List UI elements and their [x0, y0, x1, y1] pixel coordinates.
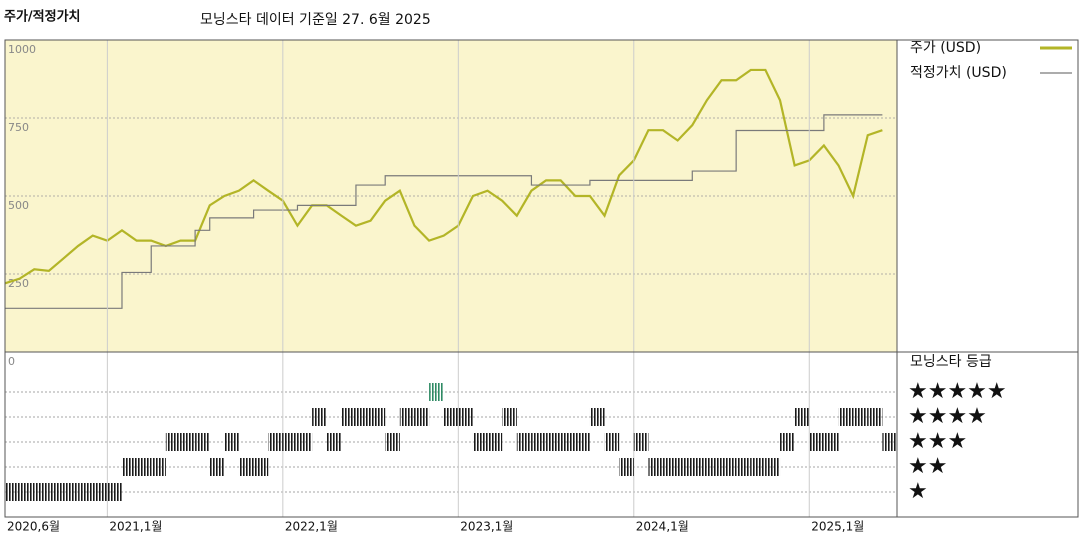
rating-bar	[546, 433, 561, 451]
rating-bar	[355, 408, 371, 426]
y-tick-label: 1000	[8, 43, 36, 56]
rating-bar	[677, 458, 693, 476]
y-tick-label: 500	[8, 199, 29, 212]
rating-bar	[575, 433, 590, 451]
rating-label: ★	[908, 479, 928, 504]
rating-bar	[121, 458, 137, 476]
rating-bar	[487, 433, 503, 451]
rating-bar	[136, 458, 152, 476]
rating-bar	[370, 408, 386, 426]
rating-bar	[838, 408, 854, 426]
frame	[4, 39, 1079, 518]
rating-bar	[882, 433, 897, 451]
chart-subtitle: 모닝스타 데이터 기준일 27. 6월 2025	[200, 12, 431, 28]
rating-label: ★★★	[908, 429, 967, 454]
rating-bar	[560, 433, 576, 451]
legend-label: 주가 (USD)	[910, 40, 981, 56]
rating-bar	[589, 408, 605, 426]
rating-bar	[794, 408, 810, 426]
rating-bar	[195, 433, 210, 451]
rating-bar	[19, 483, 35, 501]
x-tick-label: 2025,1월	[811, 520, 864, 534]
rating-bar	[297, 433, 313, 451]
rating-bar	[312, 408, 327, 426]
rating-bar	[853, 408, 868, 426]
rating-bar	[107, 483, 122, 501]
rating-bar	[151, 458, 166, 476]
rating-bar	[780, 433, 795, 451]
rating-bar	[180, 433, 196, 451]
rating-bar	[238, 458, 254, 476]
rating-bar	[268, 433, 283, 451]
rating-bar	[706, 458, 722, 476]
rating-bar	[443, 408, 459, 426]
rating-bar	[48, 483, 64, 501]
rating-bar	[516, 433, 532, 451]
rating-bar	[692, 458, 707, 476]
rating-bar	[502, 408, 517, 426]
chart-title: 주가/적정가치	[4, 9, 81, 25]
rating-bar	[399, 408, 415, 426]
x-tick-label: 2021,1월	[109, 520, 162, 534]
rating-bar	[458, 408, 473, 426]
rating-bar	[414, 408, 430, 426]
rating-bar	[531, 433, 547, 451]
series-line	[5, 114, 883, 309]
rating-bar	[809, 433, 824, 451]
x-tick-label: 2024,1월	[636, 520, 689, 534]
rating-bar	[34, 483, 49, 501]
rating-bar	[633, 433, 649, 451]
rating-bar	[619, 458, 634, 476]
rating-bar	[282, 433, 298, 451]
rating-bar	[604, 433, 620, 451]
rating-bar	[92, 483, 108, 501]
rating-legend-title: 모닝스타 등급	[910, 354, 992, 370]
rating-bar	[721, 458, 737, 476]
legend-label: 적정가치 (USD)	[910, 65, 1007, 81]
y-tick-label: 750	[8, 121, 29, 134]
rating-label: ★★	[908, 454, 947, 479]
rating-label: ★★★★★	[908, 379, 1007, 404]
rating-bar	[78, 483, 93, 501]
rating-bar	[765, 458, 781, 476]
rating-bar	[253, 458, 269, 476]
rating-bar	[736, 458, 751, 476]
rating-bar	[867, 408, 883, 426]
x-tick-label: 2020,6월	[7, 520, 60, 534]
rating-bar	[341, 408, 356, 426]
rating-bar	[224, 433, 239, 451]
x-tick-label: 2023,1월	[460, 520, 513, 534]
rating-bar	[165, 433, 181, 451]
x-tick-label: 2022,1월	[285, 520, 338, 534]
rating-bar	[823, 433, 839, 451]
rating-bar	[472, 433, 488, 451]
rating-bar	[209, 458, 225, 476]
rating-bar	[648, 458, 664, 476]
y-tick-label: 0	[8, 355, 15, 368]
rating-bar	[385, 433, 400, 451]
rating-bar	[429, 383, 444, 401]
rating-bar	[326, 433, 342, 451]
rating-bar	[63, 483, 79, 501]
series-line	[4, 68, 883, 285]
rating-bar	[750, 458, 766, 476]
rating-bar	[5, 483, 20, 501]
rating-bar	[663, 458, 678, 476]
rating-label: ★★★★	[908, 404, 987, 429]
